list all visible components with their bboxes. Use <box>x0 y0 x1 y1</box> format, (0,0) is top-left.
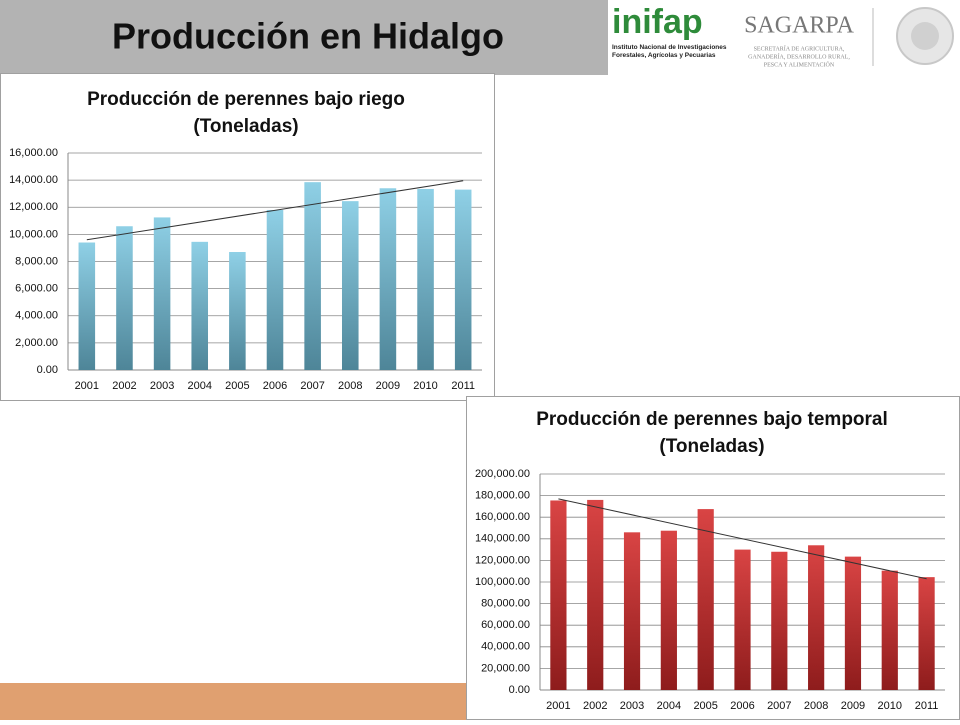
x-tick-label: 2006 <box>730 700 754 712</box>
y-tick-label: 10,000.00 <box>9 228 58 240</box>
y-tick-label: 60,000.00 <box>481 619 530 631</box>
y-tick-label: 12,000.00 <box>9 201 58 213</box>
x-tick-label: 2007 <box>767 700 791 712</box>
y-tick-label: 4,000.00 <box>15 310 58 322</box>
x-tick-label: 2004 <box>187 380 211 392</box>
bar <box>844 556 862 690</box>
logo-sagarpa: SAGARPA <box>744 13 854 39</box>
bar <box>116 226 133 370</box>
logo-caption-box: Instituto Nacional de Investigaciones Fo… <box>612 44 727 59</box>
x-tick-label: 2010 <box>878 700 902 712</box>
x-tick-label: 2011 <box>915 700 939 712</box>
bar <box>341 201 359 370</box>
bar <box>771 551 788 690</box>
footer-band <box>0 683 466 720</box>
bar <box>153 217 171 370</box>
x-tick-label: 2001 <box>75 380 99 392</box>
bar <box>697 509 714 690</box>
y-tick-label: 2,000.00 <box>15 337 58 349</box>
chart-title: (Toneladas) <box>659 436 764 457</box>
bar <box>379 188 397 370</box>
x-tick-label: 2010 <box>413 380 437 392</box>
x-tick-label: 2011 <box>451 380 475 392</box>
bar <box>734 549 751 690</box>
x-tick-label: 2005 <box>693 700 717 712</box>
bar <box>660 530 677 690</box>
bar <box>304 182 321 370</box>
logo-inifap: inifap <box>612 3 703 41</box>
y-tick-label: 0.00 <box>509 684 530 696</box>
logo-caption: SECRETARÍA DE AGRICULTURA, <box>754 44 845 52</box>
trend-line <box>558 498 927 580</box>
y-tick-label: 80,000.00 <box>481 598 530 610</box>
bar <box>587 499 604 690</box>
x-tick-label: 2003 <box>620 700 644 712</box>
y-tick-label: 180,000.00 <box>475 490 530 502</box>
x-tick-label: 2007 <box>300 380 324 392</box>
y-tick-label: 14,000.00 <box>9 174 58 186</box>
emblem <box>911 22 939 50</box>
x-tick-label: 2003 <box>150 380 174 392</box>
slide-title: Producción en Hidalgo <box>112 16 504 57</box>
y-tick-label: 16,000.00 <box>9 147 58 159</box>
chart-title: (Toneladas) <box>193 116 298 137</box>
y-tick-label: 8,000.00 <box>15 255 58 267</box>
y-tick-label: 40,000.00 <box>481 641 530 653</box>
x-tick-label: 2009 <box>376 380 400 392</box>
bar <box>881 570 898 690</box>
bar <box>266 209 284 370</box>
bar <box>191 241 209 370</box>
logo-caption: GANADERÍA, DESARROLLO RURAL, <box>748 52 850 60</box>
chart-title: Producción de perennes bajo temporal <box>536 409 888 430</box>
bar <box>623 532 641 690</box>
x-tick-label: 2004 <box>657 700 681 712</box>
x-tick-label: 2002 <box>112 380 136 392</box>
x-tick-label: 2008 <box>338 380 362 392</box>
x-tick-label: 2006 <box>263 380 287 392</box>
x-tick-label: 2002 <box>583 700 607 712</box>
y-tick-label: 100,000.00 <box>475 576 530 588</box>
header-bar <box>0 0 608 75</box>
x-tick-label: 2008 <box>804 700 828 712</box>
y-tick-label: 6,000.00 <box>15 283 58 295</box>
bar <box>78 242 96 370</box>
chart-title: Producción de perennes bajo riego <box>87 89 405 110</box>
bar <box>550 500 567 690</box>
bar <box>417 188 434 370</box>
logo-caption: PESCA Y ALIMENTACIÓN <box>764 60 835 68</box>
x-tick-label: 2009 <box>841 700 865 712</box>
y-tick-label: 160,000.00 <box>475 511 530 523</box>
bar <box>918 577 935 690</box>
trend-line <box>86 180 464 241</box>
y-tick-label: 120,000.00 <box>475 554 530 566</box>
x-tick-label: 2005 <box>225 380 249 392</box>
y-tick-label: 20,000.00 <box>481 662 530 674</box>
bar <box>808 545 825 690</box>
logo-caption: Instituto Nacional de Investigaciones Fo… <box>612 44 727 59</box>
y-tick-label: 0.00 <box>37 364 58 376</box>
y-tick-label: 140,000.00 <box>475 533 530 545</box>
bar <box>454 189 472 370</box>
y-tick-label: 200,000.00 <box>475 468 530 480</box>
x-tick-label: 2001 <box>546 700 570 712</box>
bar <box>229 252 246 370</box>
